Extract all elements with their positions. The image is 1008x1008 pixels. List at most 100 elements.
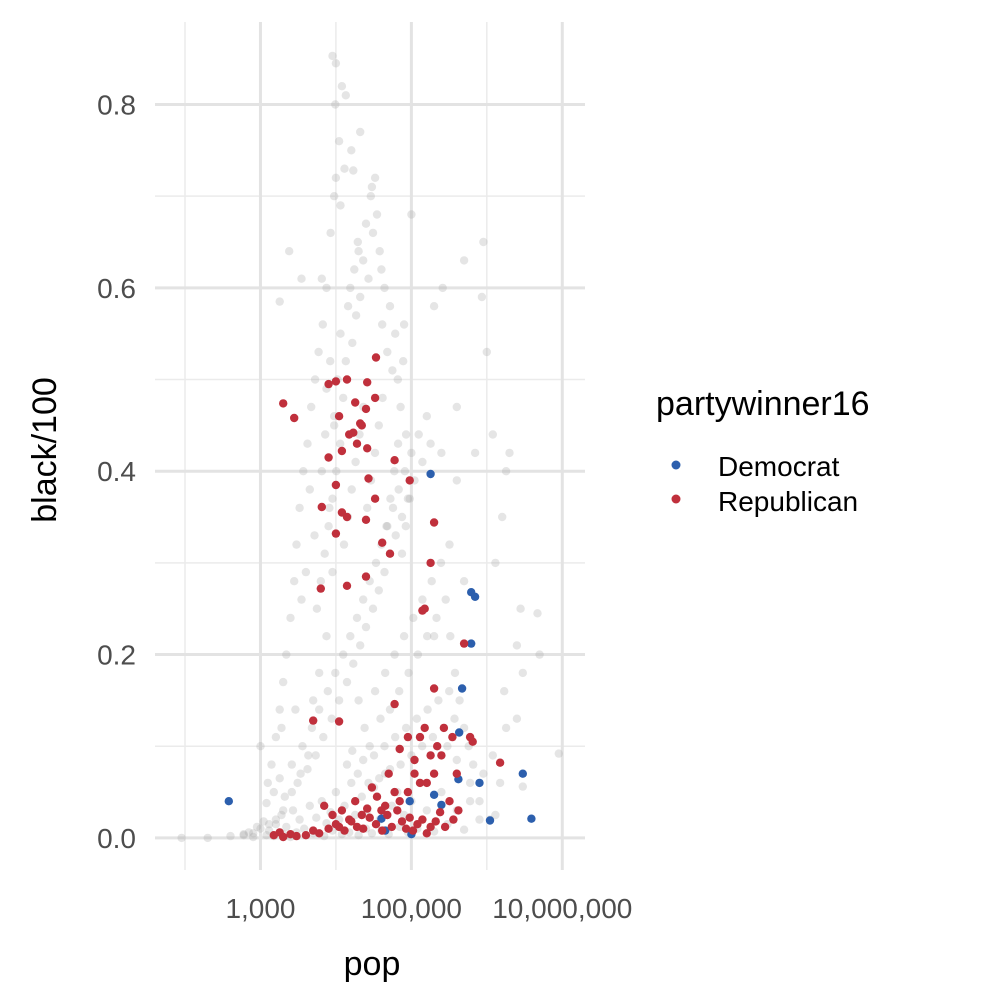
background-point (516, 604, 525, 613)
background-point (326, 228, 335, 238)
background-point (351, 810, 360, 820)
republican-point (317, 502, 326, 512)
background-point (376, 714, 385, 723)
background-point (282, 650, 291, 659)
republican-point (347, 817, 356, 826)
background-point (403, 494, 413, 503)
background-point (372, 210, 382, 219)
background-point (470, 448, 480, 458)
republican-point (269, 831, 278, 840)
background-point (299, 467, 308, 476)
republican-point (405, 476, 414, 485)
republican-point (361, 404, 371, 414)
background-point (404, 668, 413, 678)
background-point (356, 641, 365, 650)
legend: partywinner16 Democrat Republican (656, 385, 870, 517)
background-point (263, 778, 272, 788)
background-point (401, 522, 410, 531)
background-point (432, 613, 441, 623)
background-point (244, 828, 253, 837)
republican-point (431, 817, 440, 826)
democrat-point (426, 469, 435, 479)
republican-point (418, 606, 427, 615)
background-point (380, 567, 389, 577)
background-point (501, 723, 511, 733)
background-point (325, 503, 334, 513)
background-point (259, 817, 268, 826)
background-point (332, 467, 341, 476)
background-point (353, 769, 362, 778)
republican-point (370, 494, 380, 503)
background-point (443, 742, 452, 751)
republican-point (331, 377, 341, 386)
background-point (390, 650, 399, 659)
republican-point (279, 399, 288, 408)
republican-point (372, 792, 382, 801)
background-point (311, 751, 320, 760)
background-point (482, 347, 491, 357)
background-point (367, 182, 377, 192)
background-point (418, 742, 427, 751)
republican-point (309, 826, 318, 835)
background-point (295, 815, 304, 824)
republican-point (433, 742, 442, 751)
background-point (396, 402, 405, 412)
republican-point (393, 806, 402, 815)
background-point (374, 421, 383, 430)
background-points (177, 51, 563, 843)
background-point (361, 622, 371, 632)
background-point (304, 751, 313, 760)
background-point (437, 448, 446, 458)
republican-point (324, 379, 333, 389)
background-point (383, 522, 392, 531)
background-point (346, 632, 355, 641)
legend-title: partywinner16 (656, 385, 870, 423)
background-point (331, 173, 341, 182)
background-point (322, 283, 331, 293)
republican-point (301, 831, 311, 840)
y-tick-labels: 0.0 0.2 0.4 0.6 0.8 (97, 90, 136, 854)
background-point (351, 457, 360, 467)
republican-point (397, 817, 407, 826)
background-point (363, 503, 372, 513)
republican-point (361, 515, 371, 524)
background-point (326, 357, 335, 366)
background-point (290, 577, 299, 586)
background-point (428, 732, 438, 742)
y-tick-label: 0.4 (97, 456, 136, 487)
republican-point (342, 512, 352, 522)
background-point (360, 723, 369, 733)
background-point (303, 765, 312, 774)
background-point (396, 760, 405, 769)
republican-point (342, 375, 352, 384)
republican-point (403, 787, 413, 797)
background-point (334, 137, 344, 146)
background-point (512, 714, 522, 723)
background-point (295, 503, 304, 513)
background-point (437, 787, 446, 797)
republican-point (371, 820, 381, 829)
background-point (386, 494, 395, 503)
democrat-point (405, 797, 414, 806)
background-point (341, 357, 350, 366)
background-point (399, 632, 409, 641)
republican-point (415, 778, 425, 788)
background-point (314, 347, 323, 357)
legend-label-democrat: Democrat (718, 451, 840, 482)
background-point (400, 467, 410, 476)
x-axis-title: pop (344, 945, 401, 983)
background-point (429, 302, 439, 311)
background-point (452, 402, 461, 412)
background-point (434, 696, 443, 705)
background-point (475, 815, 484, 824)
background-point (387, 801, 396, 810)
background-point (370, 687, 380, 696)
background-point (317, 467, 326, 476)
background-point (256, 824, 265, 833)
republican-point (429, 769, 439, 778)
background-point (310, 531, 319, 540)
background-point (427, 577, 436, 586)
background-point (418, 595, 427, 604)
republican-point (401, 824, 411, 833)
background-point (340, 164, 349, 173)
